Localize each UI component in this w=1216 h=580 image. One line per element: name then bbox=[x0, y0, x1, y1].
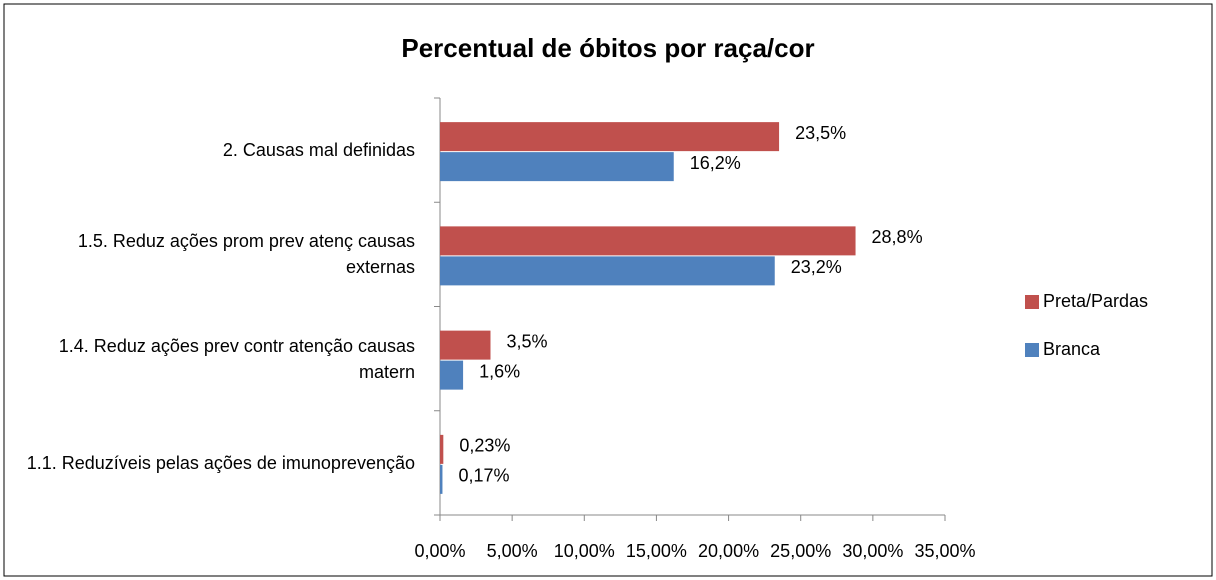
legend-label: Preta/Pardas bbox=[1043, 291, 1148, 311]
value-label: 23,5% bbox=[795, 123, 846, 143]
bar bbox=[440, 256, 775, 286]
legend-label: Branca bbox=[1043, 339, 1101, 359]
x-tick-label: 15,00% bbox=[626, 541, 687, 561]
bar bbox=[440, 434, 444, 464]
x-tick-label: 30,00% bbox=[842, 541, 903, 561]
value-label: 1,6% bbox=[479, 361, 520, 381]
y-tick-label: 1.4. Reduz ações prev contr atenção caus… bbox=[58, 335, 415, 382]
x-tick-label: 0,00% bbox=[414, 541, 465, 561]
bar bbox=[440, 330, 491, 360]
x-tick-label: 35,00% bbox=[914, 541, 975, 561]
value-label: 28,8% bbox=[872, 227, 923, 247]
bar bbox=[440, 464, 443, 494]
value-label: 0,17% bbox=[458, 466, 509, 486]
legend-swatch bbox=[1025, 295, 1039, 309]
x-tick-label: 25,00% bbox=[770, 541, 831, 561]
x-tick-label: 20,00% bbox=[698, 541, 759, 561]
bar bbox=[440, 226, 856, 256]
bar bbox=[440, 122, 780, 152]
bar bbox=[440, 152, 674, 182]
x-tick-label: 5,00% bbox=[487, 541, 538, 561]
value-label: 16,2% bbox=[690, 153, 741, 173]
y-tick-label: 1.1. Reduzíveis pelas ações de imunoprev… bbox=[26, 452, 415, 473]
chart-title: Percentual de óbitos por raça/cor bbox=[401, 33, 814, 63]
value-label: 3,5% bbox=[507, 331, 548, 351]
chart-border bbox=[3, 3, 1213, 577]
y-tick-label: 1.5. Reduz ações prom prev atenç causas … bbox=[77, 231, 415, 278]
legend-swatch bbox=[1025, 343, 1039, 357]
value-label: 0,23% bbox=[459, 436, 510, 456]
x-tick-label: 10,00% bbox=[554, 541, 615, 561]
bar bbox=[440, 360, 464, 390]
y-tick-label: 2. Causas mal definidas bbox=[222, 140, 415, 161]
value-label: 23,2% bbox=[791, 257, 842, 277]
